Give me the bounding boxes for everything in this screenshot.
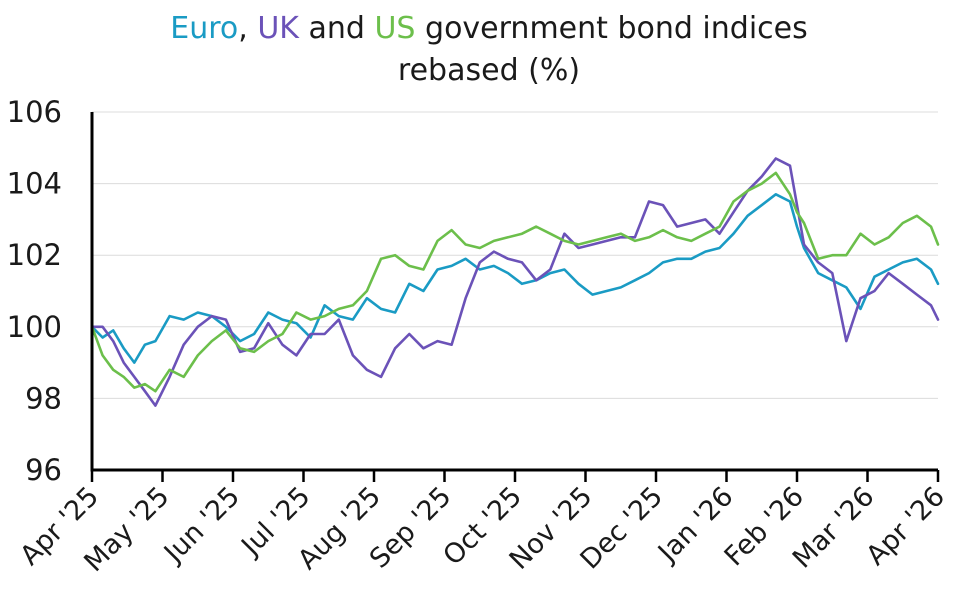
gridlines xyxy=(92,111,938,399)
y-tick-label-104: 104 xyxy=(7,167,62,201)
title-part-4: US xyxy=(374,11,415,46)
series-line-uk xyxy=(90,157,940,407)
y-tick-label-102: 102 xyxy=(7,238,62,272)
y-tick-label-100: 100 xyxy=(7,310,62,344)
chart-subtitle: rebased (%) xyxy=(398,53,580,88)
title-part-0: Euro xyxy=(170,11,238,46)
chart-title-line: Euro, UK and US government bond indices xyxy=(170,11,808,46)
axes xyxy=(90,112,938,472)
title-part-5: government bond indices xyxy=(415,11,807,46)
x-tick-label-2: Jun '25 xyxy=(157,481,246,570)
y-tick-label-106: 106 xyxy=(7,95,62,129)
y-tick-label-96: 96 xyxy=(25,453,62,487)
series-line-euro xyxy=(90,193,940,364)
title-part-1: , xyxy=(238,11,257,46)
series-line-us xyxy=(90,171,940,393)
x-tick-label-12: Apr '26 xyxy=(860,481,951,572)
y-tick-label-98: 98 xyxy=(25,381,62,415)
title-part-3: and xyxy=(299,11,375,46)
y-axis-ticks: 96 98 100 102 104 106 xyxy=(7,95,62,487)
chart-title: Euro, UK and US government bond indices … xyxy=(170,11,808,88)
title-part-2: UK xyxy=(257,11,300,46)
series-lines xyxy=(90,157,940,407)
